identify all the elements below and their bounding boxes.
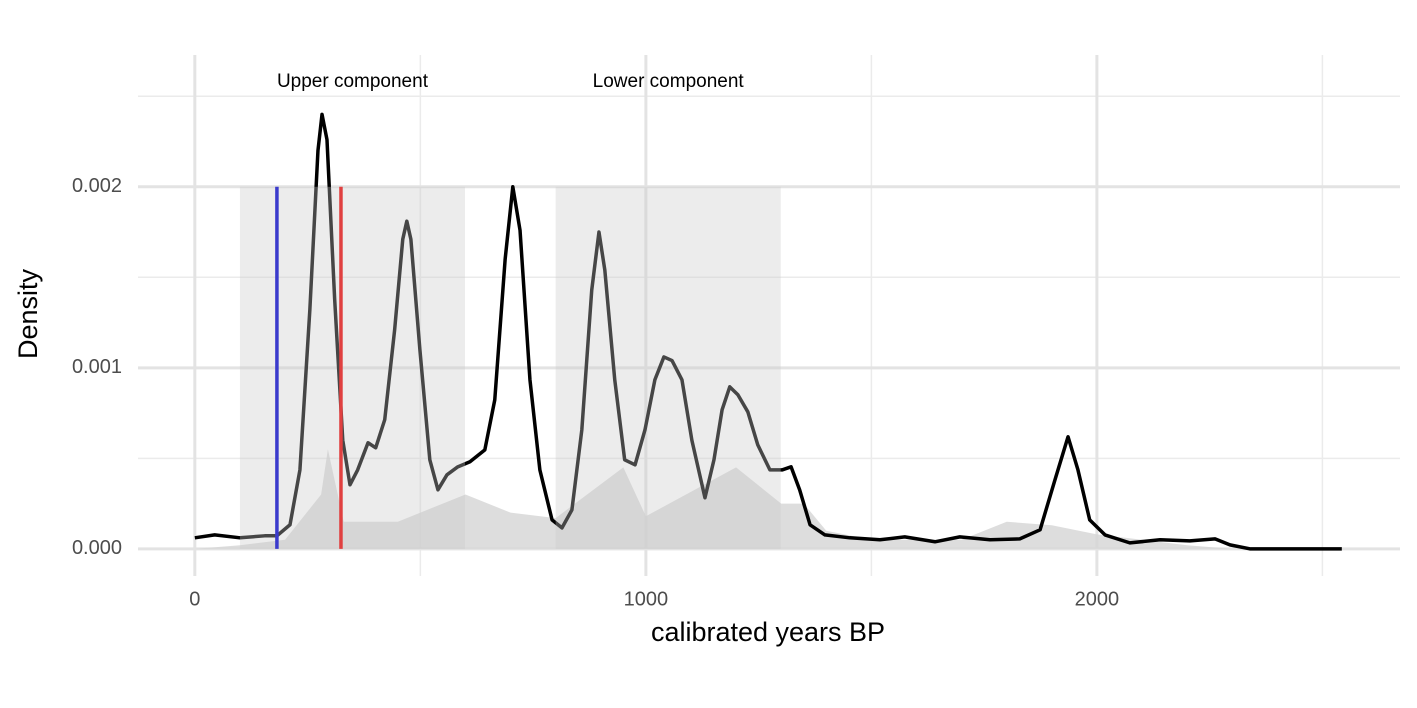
- x-tick-label: 2000: [1075, 588, 1120, 610]
- y-tick-label: 0.002: [72, 175, 122, 197]
- background-density: [194, 449, 1233, 549]
- band-label: Lower component: [593, 71, 745, 92]
- band-label: Upper component: [277, 71, 429, 92]
- y-tick-label: 0.000: [72, 537, 122, 559]
- x-tick-label: 1000: [624, 588, 669, 610]
- y-axis-label: Density: [13, 268, 43, 359]
- component-band: [239, 186, 466, 549]
- x-axis-label: calibrated years BP: [651, 617, 885, 647]
- x-tick-label: 0: [189, 588, 200, 610]
- component-band: [555, 186, 781, 549]
- y-tick-label: 0.001: [72, 356, 122, 378]
- density-line: [194, 112, 1342, 551]
